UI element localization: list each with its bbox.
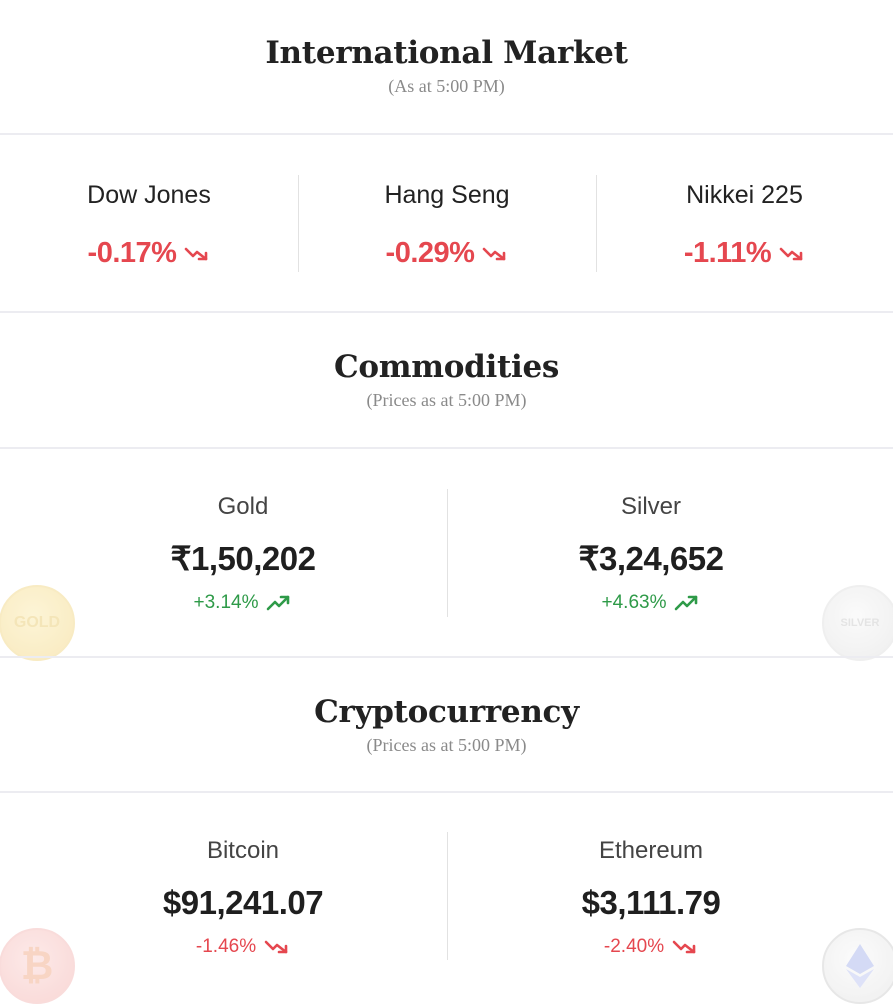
- international-header: International Market (As at 5:00 PM): [0, 35, 893, 97]
- commodities-subtitle: (Prices as at 5:00 PM): [366, 390, 527, 410]
- column-divider: [447, 832, 448, 960]
- crypto-change-row: -1.46%: [20, 936, 466, 958]
- index-change-row: -0.17%: [0, 236, 298, 270]
- divider: [0, 656, 893, 658]
- column-divider: [447, 489, 448, 617]
- crypto-subtitle: (Prices as at 5:00 PM): [366, 735, 527, 755]
- index-change: -0.17%: [87, 237, 177, 269]
- international-subtitle: (As at 5:00 PM): [388, 76, 505, 96]
- column-divider: [298, 175, 299, 272]
- trend-up-icon: [267, 595, 290, 611]
- crypto-card-ethereum[interactable]: Ethereum $3,111.79 -2.40%: [428, 836, 874, 958]
- index-name: Dow Jones: [87, 181, 211, 209]
- ethereum-coin-icon: [822, 928, 893, 1004]
- commodity-card-silver[interactable]: Silver ₹3,24,652 +4.63%: [428, 492, 874, 614]
- trend-down-icon: [672, 940, 696, 954]
- commodity-change: +3.14%: [193, 592, 259, 613]
- commodity-price: ₹1,50,202: [170, 540, 316, 577]
- index-change: -1.11%: [683, 237, 772, 269]
- commodities-title: Commodities: [333, 349, 560, 385]
- crypto-card-bitcoin[interactable]: Bitcoin $91,241.07 -1.46%: [20, 836, 466, 958]
- index-change-row: -1.11%: [596, 236, 893, 270]
- ethereum-diamond-icon: [846, 944, 874, 988]
- bitcoin-coin-label: ₿: [20, 943, 54, 988]
- index-name: Hang Seng: [384, 181, 510, 209]
- divider: [0, 311, 893, 313]
- divider: [0, 791, 893, 793]
- commodity-change: +4.63%: [601, 592, 667, 613]
- crypto-price: $91,241.07: [162, 884, 324, 921]
- commodity-change-row: +3.14%: [20, 592, 466, 614]
- commodity-card-gold[interactable]: Gold ₹1,50,202 +3.14%: [20, 492, 466, 614]
- trend-up-icon: [675, 595, 698, 611]
- trend-down-icon: [779, 248, 803, 261]
- commodity-change-row: +4.63%: [428, 592, 874, 614]
- commodity-name: Gold: [217, 493, 269, 520]
- index-name: Nikkei 225: [686, 181, 803, 209]
- crypto-price: $3,111.79: [581, 884, 721, 921]
- crypto-name: Bitcoin: [206, 837, 280, 864]
- crypto-change: -2.40%: [603, 936, 665, 957]
- crypto-change-row: -2.40%: [428, 936, 874, 958]
- divider: [0, 133, 893, 135]
- index-change: -0.29%: [385, 237, 475, 269]
- international-title: International Market: [265, 35, 628, 71]
- divider: [0, 447, 893, 449]
- crypto-name: Ethereum: [598, 837, 704, 864]
- silver-coin-icon: SILVER: [822, 585, 893, 661]
- trend-down-icon: [483, 248, 506, 261]
- index-card-hang-seng[interactable]: Hang Seng -0.29%: [298, 180, 596, 270]
- crypto-title: Cryptocurrency: [314, 694, 579, 730]
- crypto-header: Cryptocurrency (Prices as at 5:00 PM): [0, 694, 893, 756]
- gold-coin-label: GOLD: [13, 614, 61, 631]
- trend-down-icon: [264, 940, 288, 954]
- column-divider: [596, 175, 597, 272]
- silver-coin-label: SILVER: [840, 617, 880, 629]
- crypto-change: -1.46%: [195, 936, 257, 957]
- commodities-header: Commodities (Prices as at 5:00 PM): [0, 349, 893, 411]
- commodity-name: Silver: [620, 493, 681, 520]
- commodity-price: ₹3,24,652: [578, 540, 724, 577]
- index-change-row: -0.29%: [298, 236, 596, 270]
- trend-down-icon: [185, 248, 208, 261]
- bitcoin-coin-icon: ₿: [0, 928, 75, 1004]
- index-card-dow-jones[interactable]: Dow Jones -0.17%: [0, 180, 298, 270]
- gold-coin-icon: GOLD: [0, 585, 75, 661]
- index-card-nikkei-225[interactable]: Nikkei 225 -1.11%: [596, 180, 893, 270]
